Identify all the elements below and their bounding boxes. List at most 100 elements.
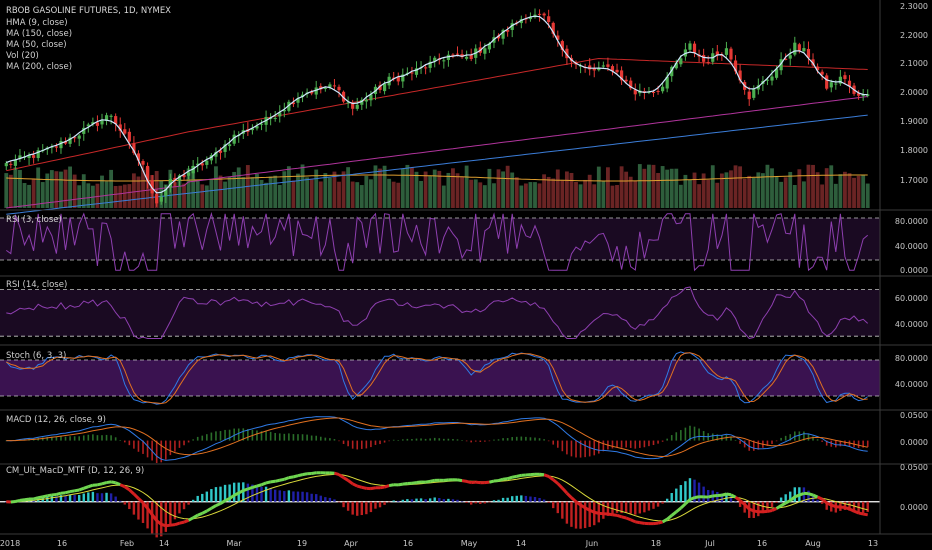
cm-macd-segment — [110, 480, 116, 485]
volume-bar — [464, 165, 469, 208]
candle-body — [510, 23, 514, 30]
volume-bar — [382, 165, 387, 208]
volume-bar — [378, 168, 382, 208]
macd-hist-bar — [87, 434, 90, 441]
volume-bar — [327, 177, 332, 208]
rsi-3-pane[interactable] — [0, 211, 880, 272]
macd-hist-bar — [78, 436, 81, 441]
price-axis[interactable]: 2.3000 2.2000 2.1000 2.0000 1.9000 1.8000 1.70… — [895, 2, 928, 512]
cm-hist-bar — [469, 501, 473, 505]
volume-bar — [706, 179, 711, 208]
macd-hist-bar — [748, 440, 751, 451]
legend-ma150: MA (150, close) — [6, 29, 72, 39]
candle-body — [747, 91, 751, 100]
volume-bar — [692, 172, 697, 208]
main-price-pane[interactable] — [4, 8, 870, 215]
macd-hist-bar — [128, 440, 131, 446]
volume-bar — [323, 173, 328, 208]
cm-macd-segment — [862, 512, 868, 517]
cm-hist-bar — [647, 501, 651, 511]
macd-hist-bar — [301, 434, 304, 441]
time-axis-label: 19 — [297, 539, 307, 548]
cm-hist-bar — [287, 490, 291, 502]
cm-hist-bar — [506, 497, 509, 502]
macd-hist-bar — [857, 440, 860, 448]
volume-bar — [478, 182, 483, 208]
macd-hist-bar — [96, 435, 99, 441]
time-axis[interactable]: 2018 16 Feb 14 Mar 19 Apr 16 May 14 Jun 18 Jul 16 Aug 1… — [0, 539, 878, 548]
cm-hist-bar — [310, 493, 313, 502]
macd-hist-bar — [319, 436, 322, 441]
macd-hist-bar — [310, 435, 313, 441]
cm-hist-bar — [201, 493, 204, 502]
volume-bar — [546, 176, 551, 208]
macd-hist-bar — [370, 440, 372, 448]
volume-bar — [223, 181, 227, 208]
candle-body — [765, 79, 770, 81]
cm-hist-bar — [665, 498, 669, 502]
macd-hist-bar — [484, 440, 486, 442]
cm-ult-macd-pane[interactable] — [0, 471, 880, 538]
cm-hist-bar — [346, 501, 350, 511]
macd-hist-bar — [260, 431, 263, 441]
volume-bar — [451, 168, 455, 208]
volume-bar — [259, 179, 264, 208]
macd-hist-bar — [438, 438, 441, 441]
macd-hist-bar — [684, 427, 687, 441]
stochastic-pane[interactable] — [0, 351, 880, 405]
volume-bar — [710, 165, 715, 208]
candle-body — [173, 177, 177, 181]
cm-hist-bar — [611, 501, 614, 515]
macd-pane[interactable] — [5, 416, 869, 464]
rsi-14-pane[interactable] — [0, 286, 880, 340]
cm-hist-bar — [315, 494, 318, 502]
cm-macd-segment — [260, 481, 267, 487]
cm-macd-segment — [24, 497, 30, 502]
rsi3-label: RSI (3, close) — [6, 215, 62, 225]
candle-body — [27, 155, 31, 158]
volume-bar — [100, 175, 104, 208]
macd-hist-bar — [506, 438, 509, 441]
cm-macd-segment — [398, 482, 404, 487]
volume-bar — [296, 173, 300, 208]
candle-body — [688, 43, 692, 50]
macd-hist-bar — [237, 428, 240, 441]
macd-hist-bar — [844, 440, 846, 446]
cm-hist-bar — [679, 485, 683, 502]
volume-bar — [250, 177, 255, 208]
cm-hist-bar — [73, 494, 76, 502]
volume-bar — [533, 182, 537, 208]
macd-hist-bar — [292, 434, 295, 441]
cm-hist-bar — [574, 501, 578, 529]
volume-bar — [765, 164, 770, 208]
time-axis-label: Jul — [704, 539, 715, 548]
volume-bar — [410, 167, 414, 208]
macd-hist-bar — [803, 431, 805, 441]
cm-hist-bar — [191, 499, 195, 502]
volume-bar — [792, 185, 797, 208]
cm-macd-segment — [247, 486, 253, 491]
macd-hist-bar — [233, 428, 235, 441]
cm-hist-bar — [793, 487, 796, 502]
macd-hist-bar — [652, 440, 655, 446]
volume-bar — [551, 178, 556, 208]
volume-bar — [286, 166, 291, 208]
volume-bar — [783, 177, 788, 208]
macd-hist-bar — [283, 433, 286, 441]
volume-bar — [656, 173, 660, 208]
volume-bar — [182, 183, 186, 208]
macd-hist-bar — [288, 433, 290, 441]
cm-hist-bar — [351, 501, 354, 515]
cm-hist-bar — [866, 501, 869, 512]
volume-bar — [264, 182, 268, 208]
candle-body — [506, 30, 510, 32]
volume-bar — [829, 165, 834, 208]
macd-hist-bar — [379, 440, 381, 445]
macd-hist-bar — [351, 440, 354, 449]
candle-body — [815, 66, 820, 71]
volume-bar — [255, 173, 259, 208]
volume-bar — [856, 175, 861, 208]
candle-body — [355, 104, 359, 109]
cm-hist-bar — [150, 501, 154, 534]
macd-hist-bar — [730, 437, 732, 441]
